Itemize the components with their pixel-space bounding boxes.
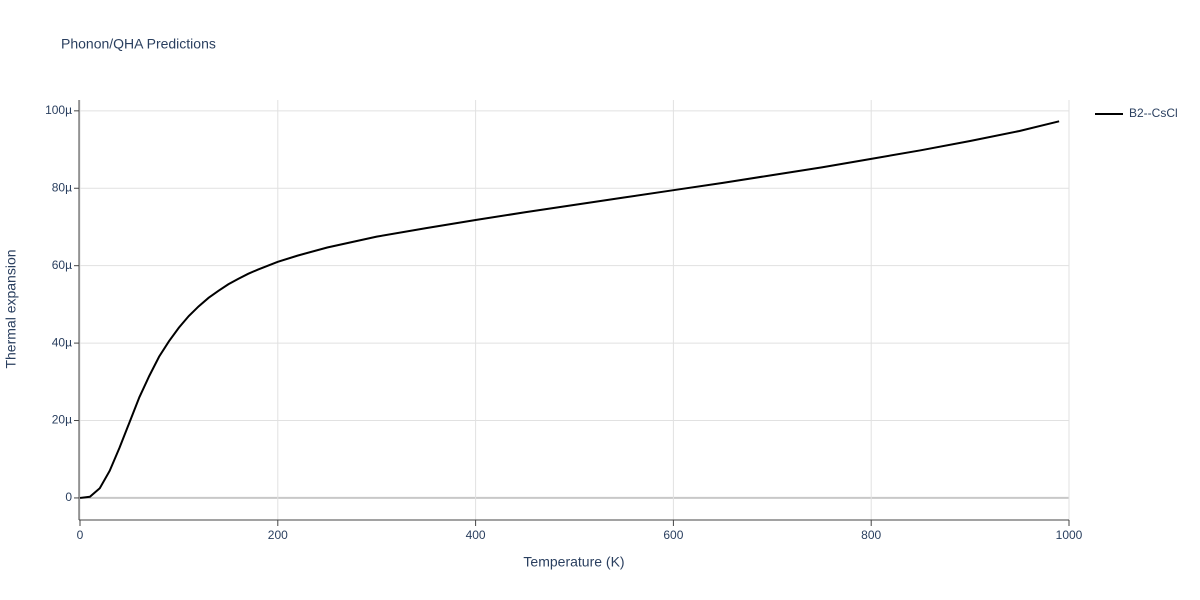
y-tick-label: 20µ: [52, 413, 72, 427]
x-tick-label: 0: [77, 528, 84, 542]
y-tick-label: 0: [65, 490, 72, 504]
y-tick-label: 40µ: [52, 335, 72, 349]
y-tick-label: 80µ: [52, 180, 72, 194]
series-line: [79, 120, 1060, 499]
x-axis-title: Temperature (K): [523, 554, 624, 570]
x-tick-label: 200: [268, 528, 288, 542]
x-tick-label: 600: [663, 528, 683, 542]
chart-title: Phonon/QHA Predictions: [61, 36, 216, 52]
y-tick-label: 100µ: [45, 103, 72, 117]
legend-label: B2--CsCl: [1129, 106, 1178, 120]
y-axis-title: Thermal expansion: [3, 249, 19, 368]
x-tick-label: 400: [466, 528, 486, 542]
y-tick-label: 60µ: [52, 258, 72, 272]
x-tick-label: 800: [861, 528, 881, 542]
x-tick-label: 1000: [1056, 528, 1083, 542]
